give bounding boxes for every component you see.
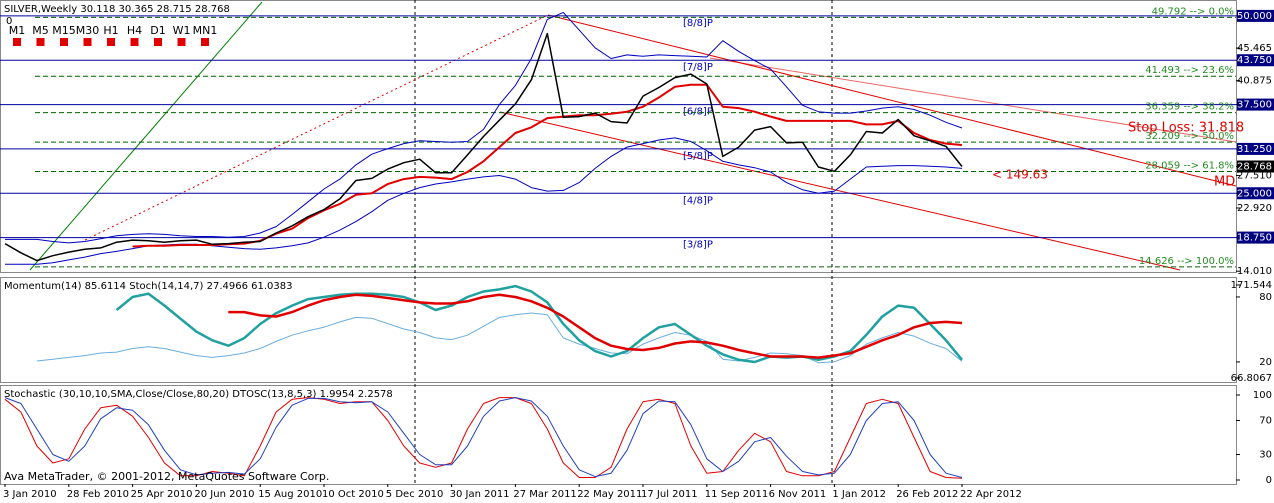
fib-label: 41.493 --> 23.6% [1145,65,1234,76]
fib-label: 36.359 --> 38.2% [1145,102,1234,113]
timeframe-marker[interactable] [60,38,68,46]
y-tick-label: 27.510 [1237,170,1272,181]
panel-subtitle: 0 [6,16,12,27]
y-tick-label: 80 [1259,292,1272,303]
x-tick-label: 17 Jul 2011 [641,489,698,500]
timeframe-button[interactable]: H4 [127,24,142,37]
price-tag [1237,187,1274,200]
price-tag [1237,54,1274,67]
timeframe-marker[interactable] [154,38,162,46]
y-tick-label: 14.010 [1237,266,1272,277]
panel-title: Stochastic (30,10,10,SMA,Close/Close,80,… [4,389,393,400]
y-tick-label: 50.000 [1237,11,1272,22]
channel-line [499,111,1181,271]
copyright: Ava MetaTrader, © 2001-2012, MetaQuotes … [4,470,329,483]
y-tick-label: 30 [1259,450,1272,461]
x-tick-label: 5 Dec 2010 [386,489,444,500]
layer: [8/8]P [7/8]P [6/8]P [5/8]P [4/8]P [3/8]P 49.7… [0,4,1274,500]
fib-label: 49.792 --> 0.0% [1152,6,1234,17]
y-tick-label: 70 [1259,416,1272,427]
x-tick-label: 11 Sep 2011 [705,489,768,500]
annotation: MD [1214,175,1235,190]
series-line [115,284,963,364]
momentum-panel-frame [0,277,1237,383]
murrey-label: [8/8]P [683,18,713,29]
x-tick-label: 25 Apr 2010 [131,489,193,500]
x-tick-label: 3 Jan 2010 [3,489,57,500]
x-tick-label: 20 Jun 2010 [194,489,254,500]
timeframe-marker[interactable] [130,38,139,46]
y-tick-label: 171.544 [1231,280,1272,291]
y-tick-label: 28.768 [1237,162,1272,173]
annotation: < 149.63 [992,168,1048,182]
channel-line [709,57,1237,143]
price-tag [1237,142,1274,155]
y-tick-label: 31.250 [1237,144,1272,155]
y-tick-label: 37.500 [1237,100,1272,111]
timeframe-marker[interactable] [107,38,115,46]
timeframe-button[interactable]: M1 [9,24,26,37]
timeframe-marker[interactable] [177,38,186,46]
murrey-label: [5/8]P [683,151,713,162]
trend-line [29,1,263,271]
x-tick-label: 26 Feb 2012 [896,489,958,500]
timeframe-marker[interactable] [36,38,45,46]
y-tick-label: 22.920 [1237,203,1272,214]
trend-line [84,14,549,241]
timeframe-button[interactable]: D1 [150,24,165,37]
timeframe-button[interactable]: W1 [173,24,191,37]
fib-label: 14.626 --> 100.0% [1139,256,1234,267]
y-tick-label: 20 [1259,357,1272,368]
timeframe-button[interactable]: H1 [103,24,118,37]
timeframe-marker[interactable] [83,38,92,46]
x-tick-label: 22 May 2011 [577,489,642,500]
x-tick-label: 15 Aug 2010 [258,489,322,500]
channel-line [547,14,1237,187]
annotation: Stop Loss: 31.818 [1128,121,1244,136]
series-line [228,293,963,359]
murrey-label: [7/8]P [683,62,713,73]
panel-title: Momentum(14) 85.6114 Stoch(14,14,7) 27.4… [4,281,292,292]
y-tick-label: 0 [1266,475,1272,486]
price-tag [1237,98,1274,111]
fib-label: 28.059 --> 61.8% [1145,161,1234,172]
price-tag [1237,231,1274,244]
series-line [4,32,963,262]
panel-title: SILVER,Weekly 30.118 30.365 28.715 28.76… [4,4,230,15]
y-tick-label: 100 [1253,390,1272,401]
price-tag [1237,160,1274,173]
y-tick-label: 66.8067 [1231,373,1272,384]
series-line [4,397,963,478]
x-tick-label: 28 Feb 2010 [67,489,129,500]
timeframe-button[interactable]: M30 [76,24,100,37]
y-tick-label: 43.750 [1237,55,1272,66]
series-line [4,397,963,479]
x-tick-label: 10 Oct 2010 [322,489,384,500]
x-tick-label: 30 Jan 2011 [450,489,510,500]
y-tick-label: 25.000 [1237,188,1272,199]
x-tick-label: 27 Mar 2011 [513,489,576,500]
timeframe-marker[interactable] [13,38,21,46]
main-panel-frame [0,0,1237,273]
timeframe-button[interactable]: M5 [32,24,49,37]
timeframe-button[interactable]: MN1 [193,24,218,37]
y-tick-label: 40.875 [1237,76,1272,87]
x-tick-label: 6 Nov 2011 [769,489,827,500]
timeframe-button[interactable]: M15 [52,24,76,37]
timeframe-marker[interactable] [201,38,209,46]
murrey-label: [3/8]P [683,240,713,251]
fib-label: 32.209 --> 50.0% [1145,131,1234,142]
y-tick-label: 18.750 [1237,233,1272,244]
price-tag [1237,9,1274,22]
series-line [5,11,963,244]
x-tick-label: 1 Jan 2012 [832,489,886,500]
murrey-label: [6/8]P [683,107,713,118]
stochastic-panel-frame [0,385,1237,485]
y-tick-label: 45.465 [1237,43,1272,54]
murrey-label: [4/8]P [683,195,713,206]
x-tick-label: 22 Apr 2012 [960,489,1022,500]
